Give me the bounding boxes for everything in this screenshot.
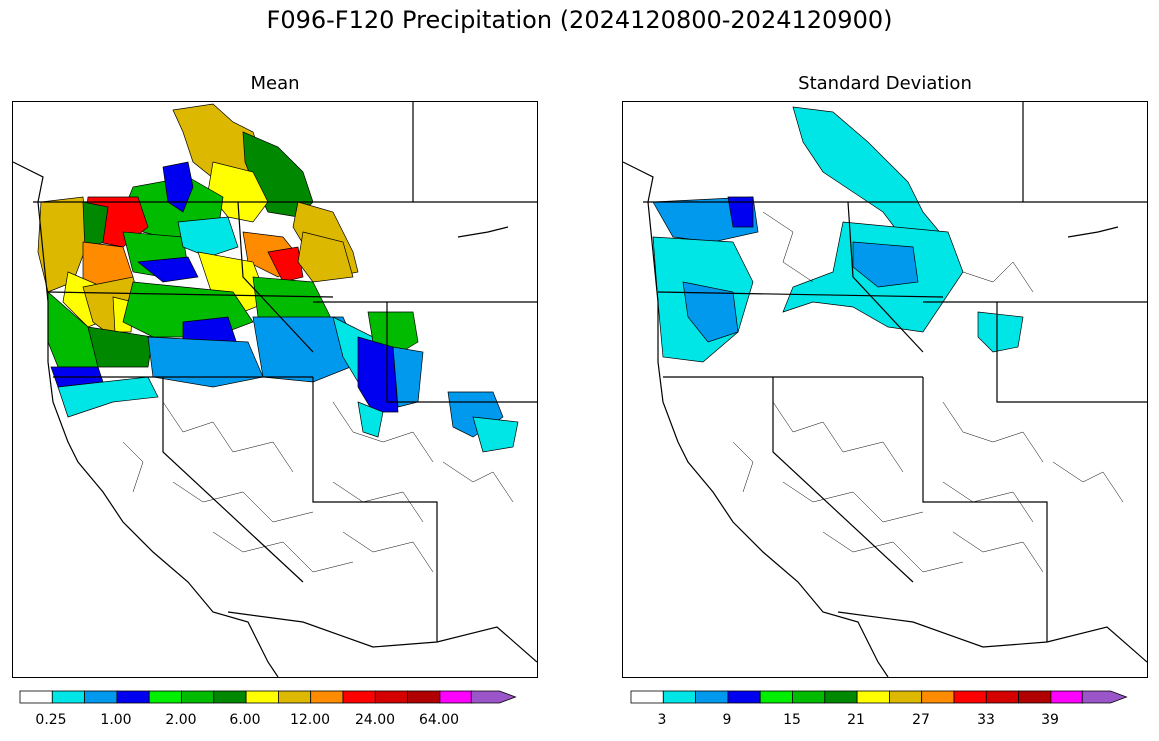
state-border-ca-nv <box>162 377 304 583</box>
mean-colorbar <box>19 690 517 704</box>
stddev-colorbar <box>630 690 1128 704</box>
region-wy-cyan <box>977 311 1024 353</box>
stddev-tick-label: 21 <box>847 712 865 728</box>
colorbar-cell <box>116 690 150 704</box>
colorbar-cell <box>792 690 826 704</box>
west-coastline <box>13 161 279 677</box>
lake-shore <box>457 226 509 238</box>
stddev-tick-label: 33 <box>977 712 995 728</box>
stddev-tick-label: 27 <box>912 712 930 728</box>
panel-title-stddev: Standard Deviation <box>798 73 972 94</box>
colorbar-cell <box>985 690 1019 704</box>
mean-tick-label: 12.00 <box>289 712 331 728</box>
region-id-red <box>267 246 304 283</box>
mean-colorbar-cells <box>19 690 517 704</box>
stddev-regions <box>652 106 1024 363</box>
region-ut-cyan <box>357 401 384 438</box>
colorbar-cell <box>374 690 408 704</box>
mexico-border <box>227 611 537 663</box>
stddev-colorbar-cells <box>630 690 1128 704</box>
region-or-lightblue <box>147 336 264 388</box>
state-border-ca-nv <box>772 377 914 583</box>
panel-title-mean: Mean <box>250 73 300 94</box>
stddev-tick-label: 39 <box>1041 712 1059 728</box>
colorbar-cell <box>662 690 696 704</box>
colorbar-cell <box>439 690 473 704</box>
region-wy-lightblue <box>392 346 424 408</box>
mean-tick-label: 64.00 <box>418 712 460 728</box>
stddev-map <box>622 101 1148 678</box>
colorbar-cell <box>51 690 85 704</box>
stddev-tick-label: 3 <box>657 712 667 728</box>
state-border-wa-or <box>47 291 334 298</box>
stddev-map-boundaries <box>623 102 1147 677</box>
colorbar-cell <box>277 690 312 704</box>
region-wa-blue <box>137 256 199 283</box>
mean-tick-label: 2.00 <box>165 712 197 728</box>
region-co-cyan <box>472 416 519 453</box>
colorbar-cell <box>470 690 517 704</box>
state-border-ut <box>922 377 1048 642</box>
mexico-border <box>837 611 1147 663</box>
colorbar-cell <box>1018 690 1052 704</box>
state-border-id-mt <box>847 201 924 353</box>
stddev-map-svg <box>623 102 1147 677</box>
mean-tick-label: 6.00 <box>229 712 261 728</box>
state-border-ut <box>312 377 438 642</box>
colorbar-cell <box>342 690 376 704</box>
mean-tick-label: 24.00 <box>354 712 396 728</box>
state-border-wa-or <box>657 291 944 298</box>
stddev-tick-label: 9 <box>722 712 732 728</box>
colorbar-cell <box>148 690 182 704</box>
region-cascades-green <box>82 201 109 253</box>
colorbar-cell <box>310 690 344 704</box>
colorbar-cell <box>759 690 793 704</box>
mean-watershed-lines <box>122 401 514 573</box>
colorbar-cell <box>921 690 955 704</box>
colorbar-cell <box>1081 690 1128 704</box>
figure-title: F096-F120 Precipitation (2024120800-2024… <box>266 6 893 34</box>
region-or-lightblue <box>682 281 739 343</box>
region-wa-cyan <box>177 216 239 258</box>
colorbar-cell <box>84 690 118 704</box>
region-wa-blue <box>727 196 754 228</box>
colorbar-cell <box>245 690 279 704</box>
state-border-co <box>996 302 1147 403</box>
region-bc-blue <box>162 161 194 213</box>
colorbar-cell <box>856 690 890 704</box>
mean-tick-label: 1.00 <box>100 712 132 728</box>
colorbar-cell <box>824 690 858 704</box>
region-ca-north-cyan <box>57 376 159 418</box>
colorbar-cell <box>695 690 729 704</box>
region-mt-gold <box>297 231 354 283</box>
west-coastline <box>623 161 889 677</box>
colorbar-cell <box>953 690 987 704</box>
colorbar-cell <box>213 690 247 704</box>
stddev-watershed-lines <box>732 211 1124 573</box>
stddev-colorbar-ticks: 3 9 15 21 27 33 39 <box>630 712 1142 732</box>
region-wy-blue <box>357 336 399 413</box>
region-id-lightblue <box>852 241 919 288</box>
colorbar-cell <box>181 690 215 704</box>
colorbar-cell <box>727 690 761 704</box>
lake-shore <box>1067 226 1119 238</box>
mean-tick-label: 0.25 <box>35 712 67 728</box>
mean-map-boundaries <box>13 102 537 677</box>
colorbar-cell <box>407 690 441 704</box>
colorbar-cell <box>888 690 923 704</box>
mean-map <box>12 101 538 678</box>
mean-colorbar-ticks: 0.25 1.00 2.00 6.00 12.00 24.00 64.00 <box>19 712 531 732</box>
stddev-tick-label: 15 <box>783 712 801 728</box>
mean-map-svg <box>13 102 537 677</box>
state-border-id-mt <box>237 201 314 353</box>
state-border-co <box>386 302 537 403</box>
region-or-darkgreen <box>87 326 154 368</box>
region-id-lightblue <box>252 316 364 383</box>
colorbar-cell <box>19 690 53 704</box>
colorbar-cell <box>1050 690 1084 704</box>
colorbar-cell <box>630 690 664 704</box>
mean-precip-regions <box>37 103 519 453</box>
